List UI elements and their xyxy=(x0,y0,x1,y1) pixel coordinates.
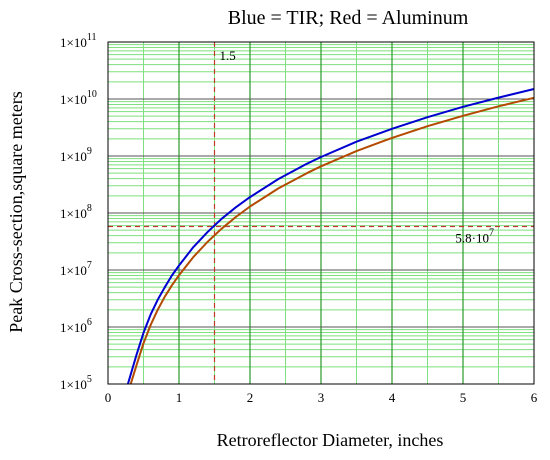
x-tick-label: 2 xyxy=(247,390,254,405)
x-tick-label: 0 xyxy=(105,390,112,405)
x-tick-label: 5 xyxy=(460,390,467,405)
x-tick-label: 4 xyxy=(389,390,396,405)
annotations: 1.5 5.8·107 xyxy=(108,42,534,384)
y-tick-label: 1×108 xyxy=(60,203,92,221)
x-tick-label: 6 xyxy=(531,390,538,405)
hline-label: 5.8·107 xyxy=(455,227,494,245)
y-tick-labels: 1×105 1×106 1×107 1×108 1×109 1×1010 1×1011 xyxy=(60,32,97,392)
chart-title: Blue = TIR; Red = Aluminum xyxy=(228,7,469,29)
vline-label: 1.5 xyxy=(220,48,236,63)
series-line-1 xyxy=(126,88,535,385)
y-tick-label: 1×1010 xyxy=(60,89,97,107)
y-tick-label: 1×107 xyxy=(60,260,92,278)
y-tick-label: 1×109 xyxy=(60,146,92,164)
series-line-2 xyxy=(129,96,535,385)
series-lines xyxy=(126,88,535,385)
x-axis-label: Retroreflector Diameter, inches xyxy=(217,430,444,450)
y-tick-label: 1×1011 xyxy=(60,32,96,50)
grid xyxy=(108,41,534,385)
y-axis-label: Peak Cross-section,square meters xyxy=(6,91,26,332)
y-tick-label: 1×105 xyxy=(60,374,92,392)
y-tick-label: 1×106 xyxy=(60,317,92,335)
x-tick-label: 1 xyxy=(176,390,183,405)
x-tick-label: 3 xyxy=(318,390,325,405)
plot-frame xyxy=(107,41,535,385)
x-tick-labels: 0 1 2 3 4 5 6 xyxy=(105,390,538,405)
